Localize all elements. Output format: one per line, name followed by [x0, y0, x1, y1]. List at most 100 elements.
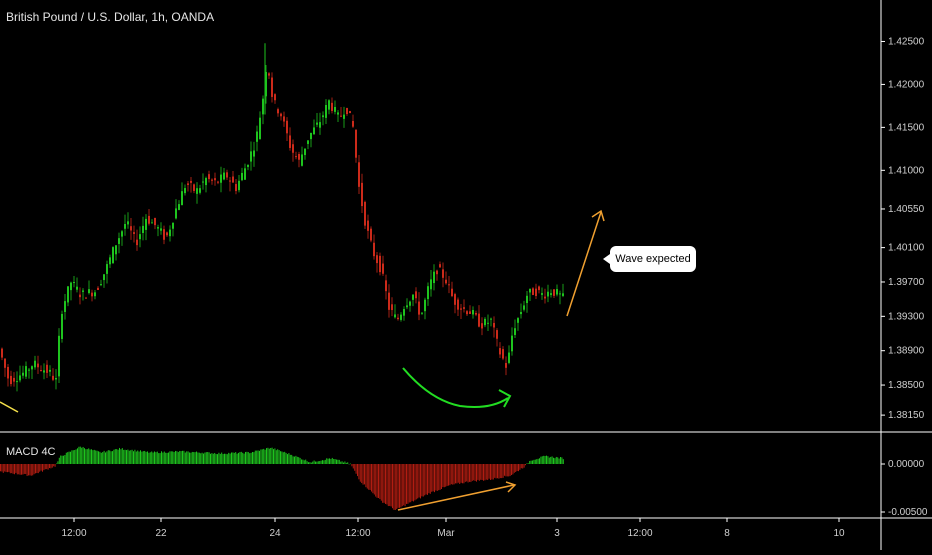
macd-bar	[352, 464, 354, 469]
macd-bar	[193, 452, 195, 464]
macd-bar	[268, 448, 270, 464]
macd-bar	[350, 463, 351, 465]
candle-body	[271, 77, 273, 97]
candle-body	[196, 188, 198, 194]
macd-bar	[315, 461, 316, 464]
macd-bar	[340, 461, 342, 464]
candle-body	[454, 294, 456, 305]
macd-bar	[123, 449, 125, 464]
macd-bar	[466, 464, 468, 482]
macd-histogram	[0, 446, 564, 511]
macd-bar	[236, 453, 238, 464]
macd-bar	[543, 455, 545, 464]
macd-bar	[544, 455, 546, 464]
macd-bar	[270, 447, 272, 464]
candle-body	[493, 322, 495, 328]
macd-bar	[313, 460, 315, 464]
macd-bar	[369, 464, 371, 490]
macd-bar	[457, 464, 459, 483]
macd-bar	[341, 461, 343, 464]
macd-bar	[305, 459, 307, 464]
macd-bar	[138, 451, 140, 464]
candle-body	[283, 116, 285, 122]
candle-body	[19, 375, 21, 381]
candle-body	[556, 289, 558, 295]
candle-body	[478, 313, 480, 327]
macd-bar	[393, 464, 395, 510]
candle-body	[250, 151, 252, 162]
macd-bar	[351, 464, 353, 467]
green-arrowhead-icon	[498, 389, 512, 408]
macd-bar	[431, 464, 433, 492]
candle-body	[415, 291, 417, 299]
candle-body	[466, 311, 468, 315]
macd-bar	[487, 464, 489, 480]
macd-axis: 0.00000 -0.00500	[881, 459, 928, 518]
macd-arrowhead-icon	[505, 481, 517, 493]
macd-bar	[245, 451, 246, 464]
candle-body	[313, 127, 315, 135]
macd-bar	[483, 464, 484, 481]
macd-bar	[70, 451, 71, 464]
macd-bar	[306, 461, 308, 464]
macd-bar	[152, 452, 154, 464]
macd-bar	[509, 464, 511, 477]
candle-body	[172, 222, 174, 229]
macd-bar	[499, 464, 501, 479]
macd-bar	[186, 451, 188, 464]
macd-bar	[512, 464, 514, 475]
callout-text: Wave expected	[615, 253, 691, 265]
candle-body	[202, 181, 204, 183]
macd-bar	[417, 464, 419, 499]
candle-body	[307, 140, 309, 144]
macd-bar	[320, 460, 322, 464]
candle-body	[448, 284, 450, 286]
candle-body	[544, 296, 546, 299]
candle-body	[154, 217, 156, 226]
macd-bar	[382, 464, 384, 503]
macd-bar	[238, 452, 239, 464]
macd-bar	[379, 464, 381, 500]
candle-body	[295, 156, 297, 158]
macd-tick-label: 0.00000	[888, 459, 925, 470]
macd-bar	[359, 464, 361, 482]
price-tick-label: 1.39300	[888, 311, 925, 322]
macd-bar	[280, 451, 281, 464]
macd-bar	[78, 446, 80, 464]
macd-bar	[211, 453, 213, 464]
macd-bar	[60, 455, 62, 464]
macd-bar	[228, 452, 230, 464]
macd-bar	[432, 464, 434, 492]
candle-body	[361, 182, 363, 207]
macd-bar	[436, 464, 438, 491]
candle-body	[412, 294, 414, 300]
macd-bar	[51, 464, 53, 468]
macd-bar	[173, 452, 175, 464]
macd-bar	[275, 450, 277, 464]
macd-bar	[21, 464, 22, 475]
time-tick-label: Mar	[437, 528, 455, 539]
macd-bar	[420, 464, 421, 499]
macd-bar	[495, 464, 497, 479]
macd-bar	[278, 450, 280, 464]
macd-bar	[68, 451, 70, 464]
macd-bar	[404, 464, 406, 507]
macd-bar	[183, 450, 185, 464]
macd-bar	[511, 464, 512, 476]
macd-bar	[103, 450, 105, 464]
candle-body	[151, 222, 153, 224]
macd-bar	[273, 449, 274, 464]
macd-bar	[175, 450, 176, 464]
macd-bar	[298, 457, 300, 464]
candle-body	[370, 228, 372, 241]
macd-bar	[39, 464, 41, 472]
macd-bar	[282, 452, 284, 464]
candle-body	[208, 174, 210, 180]
macd-bar	[302, 459, 304, 464]
macd-bar	[536, 459, 538, 464]
macd-bar	[156, 451, 158, 464]
candle-body	[304, 148, 306, 156]
macd-bar	[459, 464, 461, 484]
